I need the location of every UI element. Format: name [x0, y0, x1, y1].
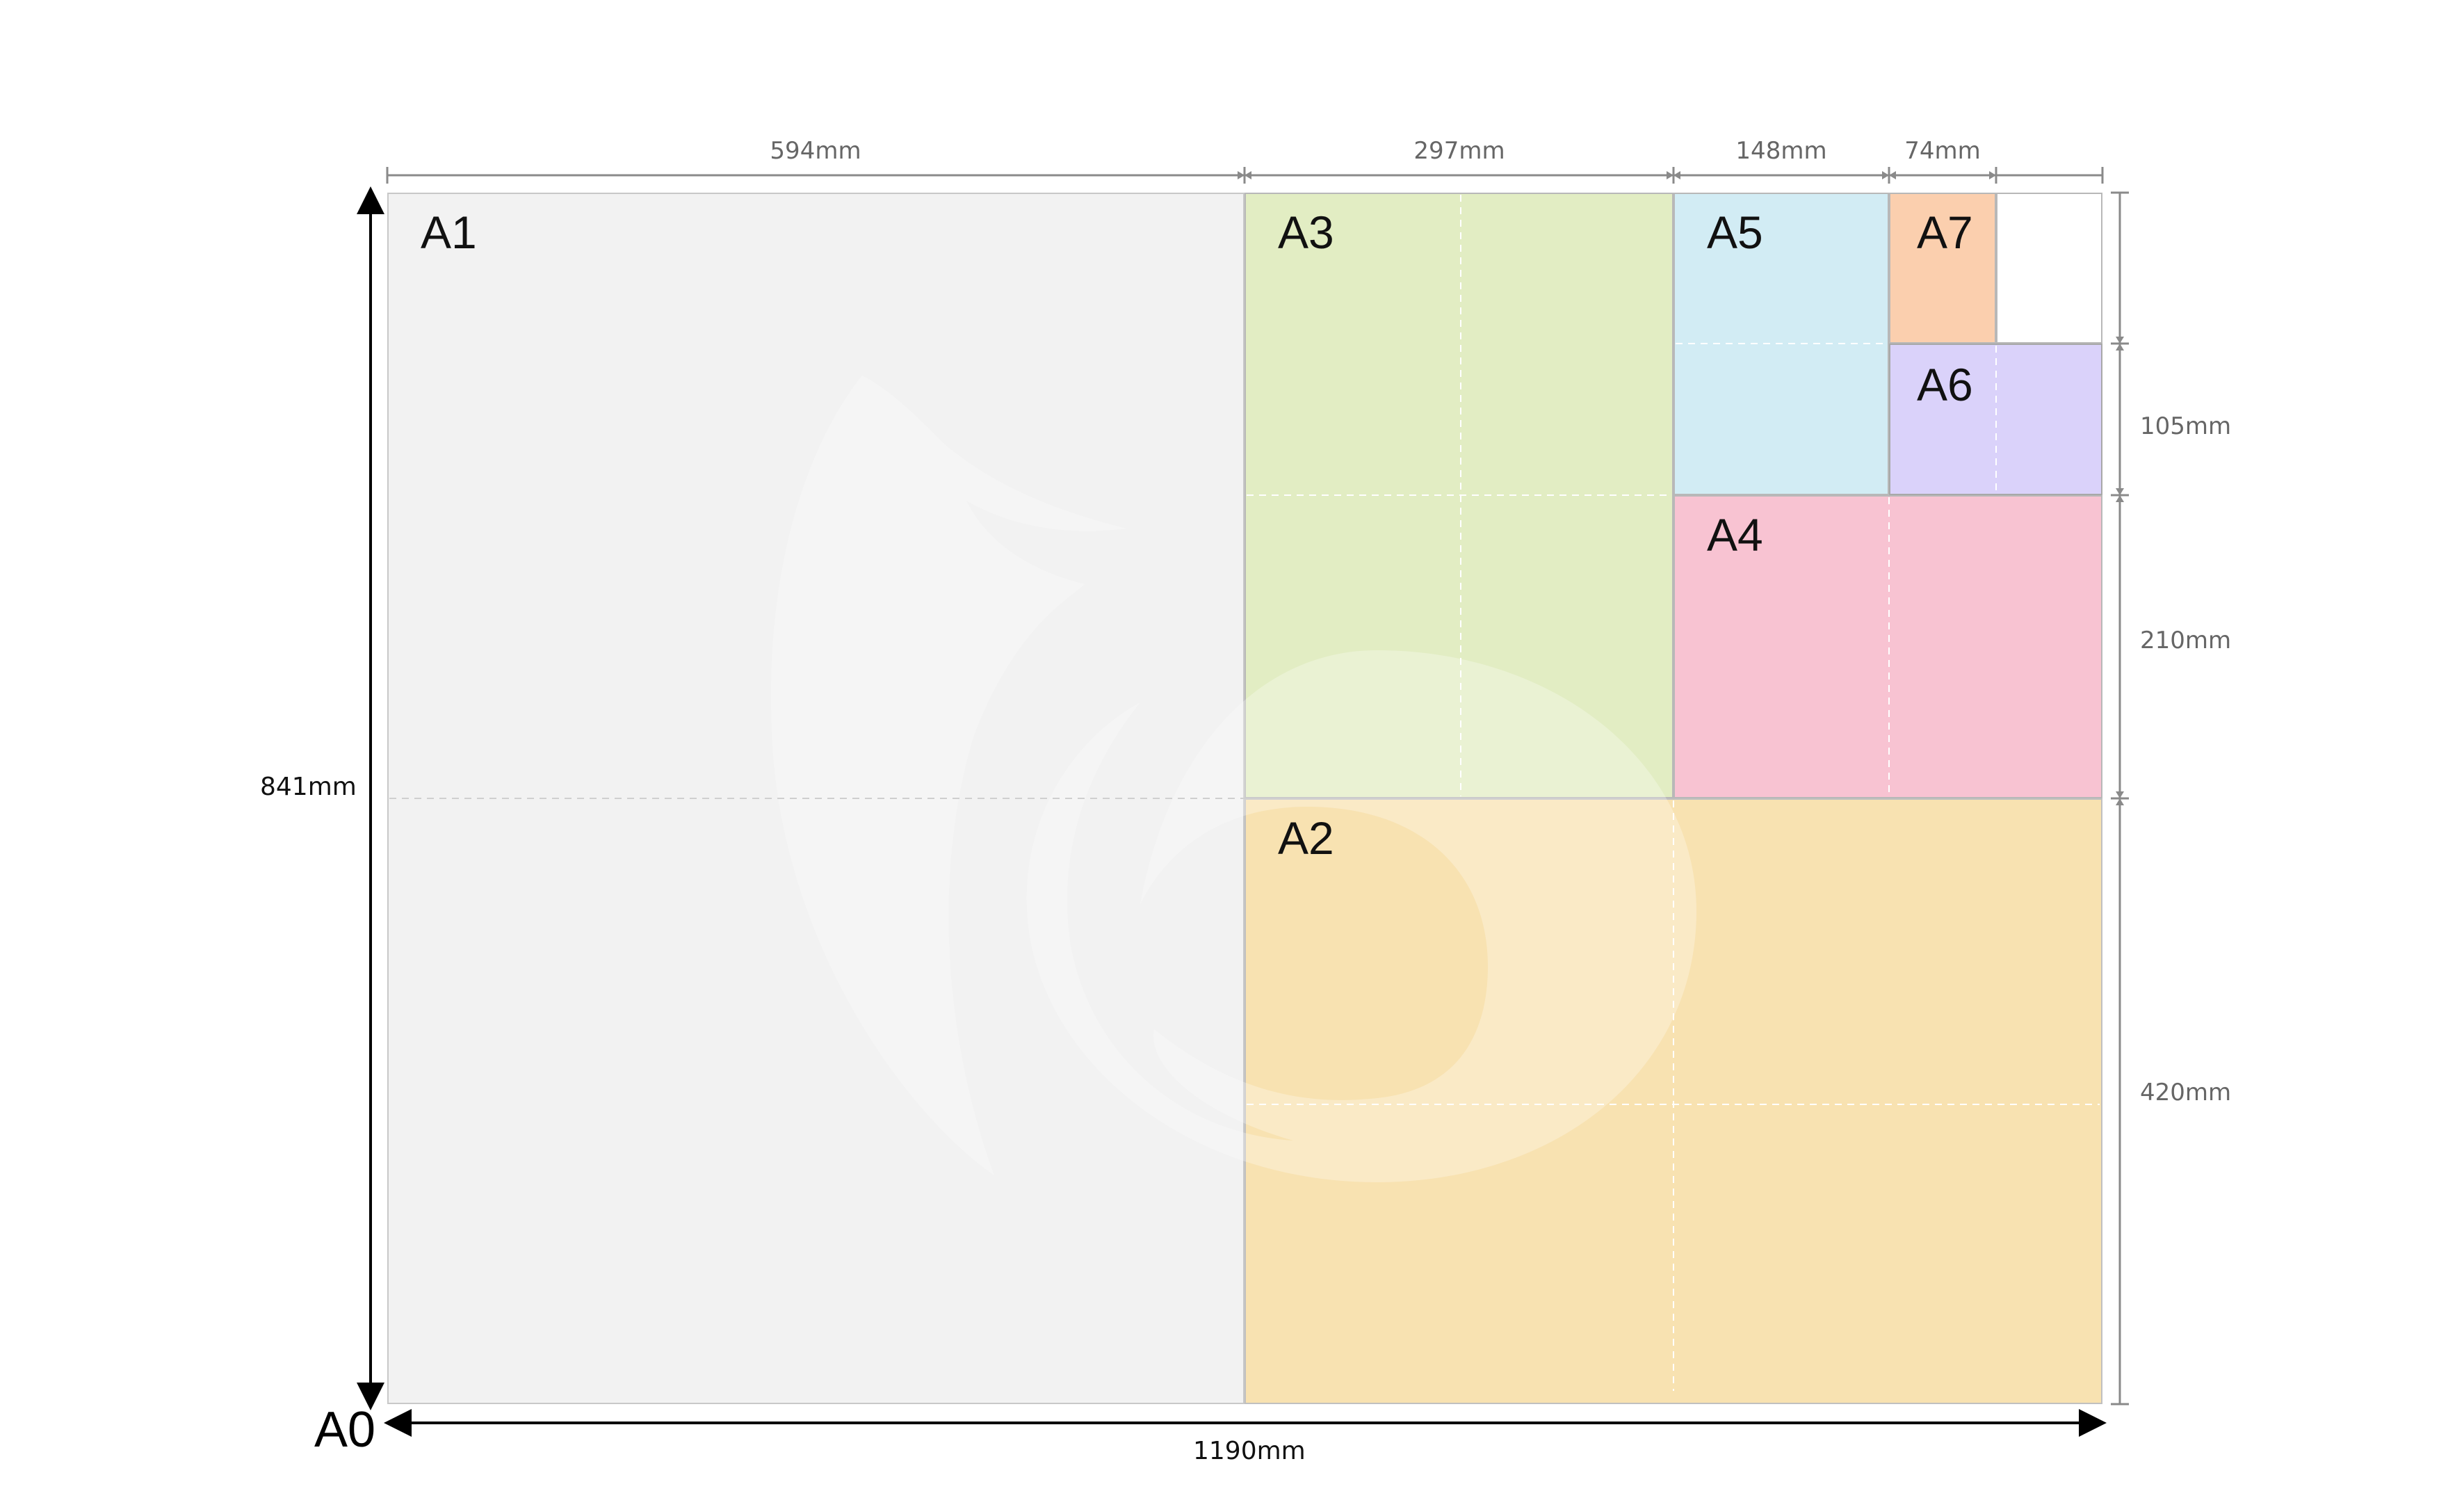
sheet-a4: A4: [1673, 495, 2102, 798]
sheet-a7: A7: [1889, 193, 1996, 344]
dim-width-a3: 297mm: [1413, 137, 1505, 165]
dim-height-a6: 105mm: [2140, 412, 2232, 440]
dim-height-total: 841mm: [260, 773, 357, 801]
sheet-a8-blank: [1996, 193, 2102, 344]
dim-height-a2: 420mm: [2140, 1079, 2232, 1106]
label-a4: A4: [1707, 509, 1763, 561]
label-a5: A5: [1707, 207, 1763, 258]
dim-width-a7: 74mm: [1904, 137, 1981, 165]
fold-lines: [389, 195, 2100, 1391]
label-a0: A0: [314, 1402, 376, 1458]
fox-logo-watermark: [770, 376, 1696, 1182]
label-a7: A7: [1917, 207, 1973, 258]
dim-width-total: 1190mm: [1193, 1437, 1306, 1465]
right-dimension-ticks: [2116, 337, 2124, 805]
label-a3: A3: [1278, 207, 1334, 258]
label-a2: A2: [1278, 812, 1334, 864]
dim-height-a4: 210mm: [2140, 627, 2232, 654]
dim-width-a1: 594mm: [770, 137, 861, 165]
sheet-a6: A6: [1889, 344, 2102, 495]
label-a1: A1: [421, 207, 477, 258]
label-a6: A6: [1917, 359, 1973, 410]
top-dimension-ticks: [1238, 171, 1996, 179]
dim-width-a5: 148mm: [1735, 137, 1827, 165]
